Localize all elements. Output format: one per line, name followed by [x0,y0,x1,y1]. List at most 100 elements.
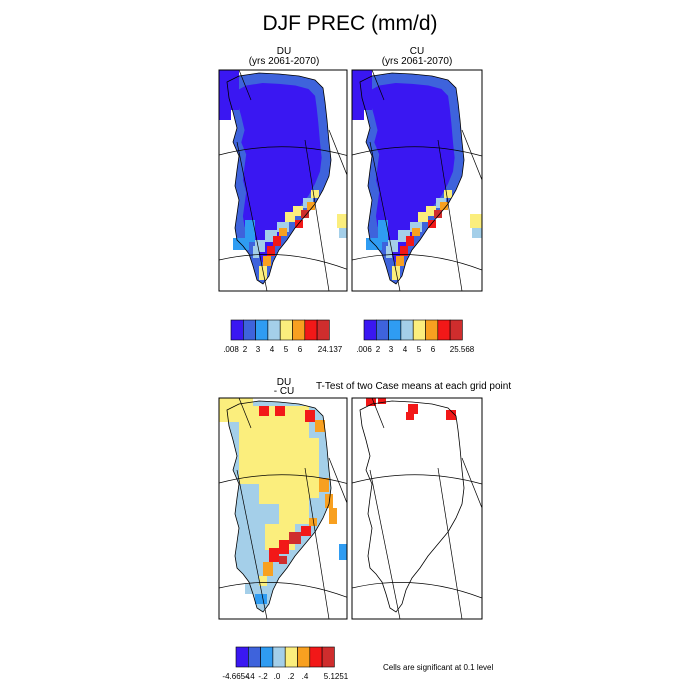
colorbar-label: 24.137 [318,345,343,354]
graticule-parallel [219,582,347,598]
colorbar-swatch [321,646,335,668]
grid-cell [388,240,398,252]
ttest-title: T-Test of two Case means at each grid po… [316,381,512,392]
grid-cell [396,256,404,266]
colorbar-swatch [255,319,269,341]
colorbar-label: 6 [431,345,436,354]
colorbar-swatch [267,319,281,341]
colorbar-cu: .006 2 3 4 5 6 25.568 [356,319,475,354]
grid-cell [440,202,448,210]
graticule-meridian [236,469,268,619]
panel-du-label: DU [276,46,292,57]
grid-cell [337,214,347,228]
panel-ttest-frame [351,397,483,620]
colorbar-label: 2 [243,345,248,354]
coastline [359,400,465,613]
graticule-parallel [352,254,482,271]
coastline [226,72,332,285]
colorbar-label: -4.6654 [222,672,250,681]
graticule-meridian [461,457,482,509]
grid-cell [410,222,422,232]
colorbar-swatch [425,319,439,341]
colorbar-label: .0 [274,672,281,681]
panel-du-frame [218,69,348,292]
graticule-meridian [371,398,385,429]
grid-cell [301,526,311,536]
colorbar-swatch [437,319,451,341]
graticule-meridian [437,139,463,291]
colorbar-swatch [248,646,261,668]
graticule-meridian [369,469,401,619]
grid-cell [315,420,325,432]
colorbar-label: 3 [389,345,394,354]
map-panel-cu [352,70,482,291]
panel-du-sublabel: (yrs 2061-2070) [248,56,320,67]
graticule-parallel [219,254,347,270]
colorbar-swatch [412,319,426,341]
grid-cell [259,576,267,586]
grid-cell [307,202,315,210]
colorbar-label: 4 [270,345,275,354]
grid-cell [263,562,273,576]
colorbar-label: .4 [302,672,309,681]
colorbar-du: .008 2 3 4 5 6 24.137 [223,319,343,354]
colorbar-swatch [297,646,311,668]
grid-cell [267,246,275,256]
grid-cell [269,548,279,562]
grid-cell [339,544,347,560]
panel-cu-sublabel: (yrs 2061-2070) [381,56,453,67]
colorbar-label: .008 [223,345,239,354]
grid-cell [434,210,442,218]
significance-note: Cells are significant at 0.1 level [383,663,494,672]
colorbar-swatch [316,319,330,341]
graticule-meridian [238,70,252,101]
grid-cell [406,236,414,246]
colorbar-label: 4 [403,345,408,354]
grid-cell [259,266,267,280]
figure-title: DJF PREC (mm/d) [262,12,438,35]
grid-cell [444,190,452,198]
colorbar-swatch [363,319,377,341]
colorbar-swatch [230,319,244,341]
grid-cell [245,220,255,242]
grid-cell [428,220,436,228]
colorbar-label: -.2 [258,672,268,681]
map-panel-ttest [352,398,482,619]
land-interior-cells [236,82,322,265]
colorbar-swatch [260,646,274,668]
grid-cell [253,246,259,258]
colorbar-swatch [284,646,298,668]
grid-cell [412,228,420,236]
grid-cell [279,228,287,236]
grid-cell [255,594,267,604]
panel-diff-sublabel: - CU [273,386,295,397]
grid-cell [378,398,386,404]
grid-cell [289,438,319,498]
graticule-meridian [371,70,385,101]
grid-cell [386,246,392,258]
grid-cell [406,412,414,420]
grid-cell [277,222,289,232]
colorbar-label: 5 [284,345,289,354]
grid-cell [339,228,347,238]
grid-cell [219,398,233,414]
grid-cell [366,398,376,406]
colorbar-label: 3 [256,345,261,354]
map-panel-du [219,70,347,291]
grid-cell [352,90,364,120]
grid-cell [259,406,269,416]
grid-cell [275,406,285,416]
grid-cell [319,478,329,492]
graticule-meridian [437,467,463,619]
graticule-parallel [352,474,482,485]
colorbar-swatch [375,319,389,341]
graticule-meridian [328,457,347,504]
coastline [226,400,332,613]
colorbar-swatch [272,646,286,668]
colorbar-label: 5.1251 [324,672,349,681]
graticule-meridian [304,139,330,291]
colorbar-swatch [309,646,323,668]
grid-cell [263,256,271,266]
colorbar-swatch [243,319,256,341]
grid-cell [301,210,309,218]
